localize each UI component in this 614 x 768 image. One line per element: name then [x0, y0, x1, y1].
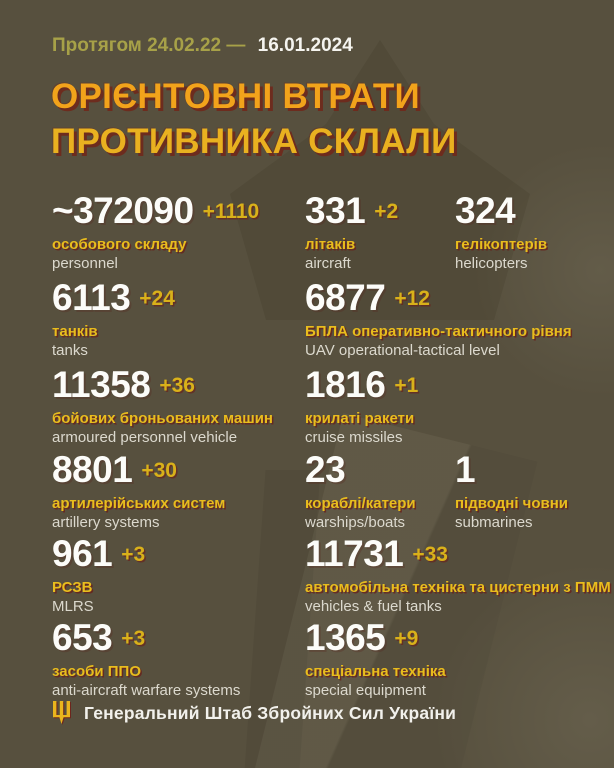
stat-delta: +36: [159, 374, 195, 397]
stat-label-en: helicopters: [455, 255, 528, 272]
stat-label-uk: особового складу: [52, 236, 187, 253]
stat-value: 6113: [52, 277, 131, 318]
stat-submarines: 1 підводні човни submarines: [455, 451, 568, 531]
stat-value: ~372090: [52, 190, 194, 231]
page-title: ОРІЄНТОВНІ ВТРАТИ ПРОТИВНИКА СКЛАЛИ: [51, 74, 457, 164]
stat-label-en: anti-aircraft warfare systems: [52, 682, 241, 699]
stat-label-uk: артилерійських систем: [52, 495, 226, 512]
stat-tanks: 6113 +24 танків tanks: [52, 279, 175, 359]
stat-delta: +12: [394, 287, 430, 310]
stat-delta: +9: [394, 627, 419, 650]
stat-value: 653: [52, 617, 113, 658]
stat-label-en: UAV operational-tactical level: [305, 342, 500, 359]
stat-cruise-missiles: 1816 +1 крилаті ракети cruise missiles: [305, 366, 418, 446]
stat-label-en: tanks: [52, 342, 88, 359]
stat-label-en: warships/boats: [305, 514, 406, 531]
stat-label-en: artillery systems: [52, 514, 160, 531]
stat-label-en: aircraft: [305, 255, 351, 272]
stat-delta: +24: [139, 287, 175, 310]
stat-label-uk: спеціальна техніка: [305, 663, 446, 680]
stat-label-en: submarines: [455, 514, 533, 531]
stat-delta: +30: [141, 459, 177, 482]
stat-value: 1: [455, 449, 476, 490]
stat-delta: +3: [121, 543, 146, 566]
tryzub-icon: [53, 701, 70, 724]
stat-label-uk: бойових броньованих машин: [52, 410, 273, 427]
stat-mlrs: 961 +3 РСЗВ MLRS: [52, 535, 145, 615]
stat-label-en: special equipment: [305, 682, 426, 699]
stat-helicopters: 324 гелікоптерів helicopters: [455, 192, 547, 272]
page-title-line1: ОРІЄНТОВНІ ВТРАТИ: [51, 77, 420, 116]
report-period: Протягом 24.02.22 — 16.01.2024: [52, 35, 353, 57]
footer: Генеральний Штаб Збройних Сил України: [52, 701, 456, 726]
stat-vehicles-fuel-tanks: 11731 +33 автомобільна техніка та цистерн…: [305, 535, 611, 615]
stat-value: 324: [455, 190, 516, 231]
stat-value: 331: [305, 190, 366, 231]
stat-value: 23: [305, 449, 346, 490]
stat-delta: +1: [394, 374, 419, 397]
stat-warships: 23 кораблі/катери warships/boats: [305, 451, 416, 531]
stat-delta: +33: [412, 543, 448, 566]
stat-label-uk: гелікоптерів: [455, 236, 548, 253]
stat-label-uk: РСЗВ: [52, 579, 93, 596]
stat-value: 11731: [305, 533, 404, 574]
stat-delta: +3: [121, 627, 146, 650]
stat-armoured-vehicles: 11358 +36 бойових броньованих машин armou…: [52, 366, 273, 446]
organization-name: Генеральний Штаб Збройних Сил України: [84, 703, 457, 723]
stat-label-uk: літаків: [305, 236, 356, 253]
page-title-line2: ПРОТИВНИКА СКЛАЛИ: [51, 122, 457, 161]
stat-label-uk: засоби ППО: [52, 663, 141, 680]
stat-label-uk: підводні човни: [455, 495, 569, 512]
stat-label-uk: крилаті ракети: [305, 410, 415, 427]
period-date: 16.01.2024: [257, 35, 353, 56]
stat-label-uk: кораблі/катери: [305, 495, 416, 512]
stat-anti-aircraft: 653 +3 засоби ППО anti-aircraft warfare s…: [52, 619, 240, 699]
stat-artillery: 8801 +30 артилерійських систем artillery …: [52, 451, 225, 531]
stat-uav: 6877 +12 БПЛА оперативно-тактичного рівня…: [305, 279, 572, 359]
stat-label-en: MLRS: [52, 598, 94, 615]
stat-delta: +2: [374, 200, 399, 223]
stat-value: 6877: [305, 277, 386, 318]
stat-special-equipment: 1365 +9 спеціальна техніка special equipm…: [305, 619, 446, 699]
period-prefix: Протягом 24.02.22 —: [52, 35, 246, 56]
stat-label-uk: танків: [52, 323, 98, 340]
stat-value: 11358: [52, 364, 151, 405]
stat-label-uk: автомобільна техніка та цистерни з ПММ: [305, 579, 611, 596]
stat-label-uk: БПЛА оперативно-тактичного рівня: [305, 323, 572, 340]
stat-delta: +1110: [202, 200, 260, 223]
stat-label-en: cruise missiles: [305, 429, 403, 446]
stat-label-en: armoured personnel vehicle: [52, 429, 238, 446]
stat-value: 961: [52, 533, 113, 574]
stat-personnel: ~372090 +1110 особового складу personnel: [52, 192, 259, 272]
stat-label-en: vehicles & fuel tanks: [305, 598, 442, 615]
stat-aircraft: 331 +2 літаків aircraft: [305, 192, 398, 272]
stat-value: 1816: [305, 364, 386, 405]
stat-value: 8801: [52, 449, 133, 490]
stat-value: 1365: [305, 617, 386, 658]
stat-label-en: personnel: [52, 255, 118, 272]
